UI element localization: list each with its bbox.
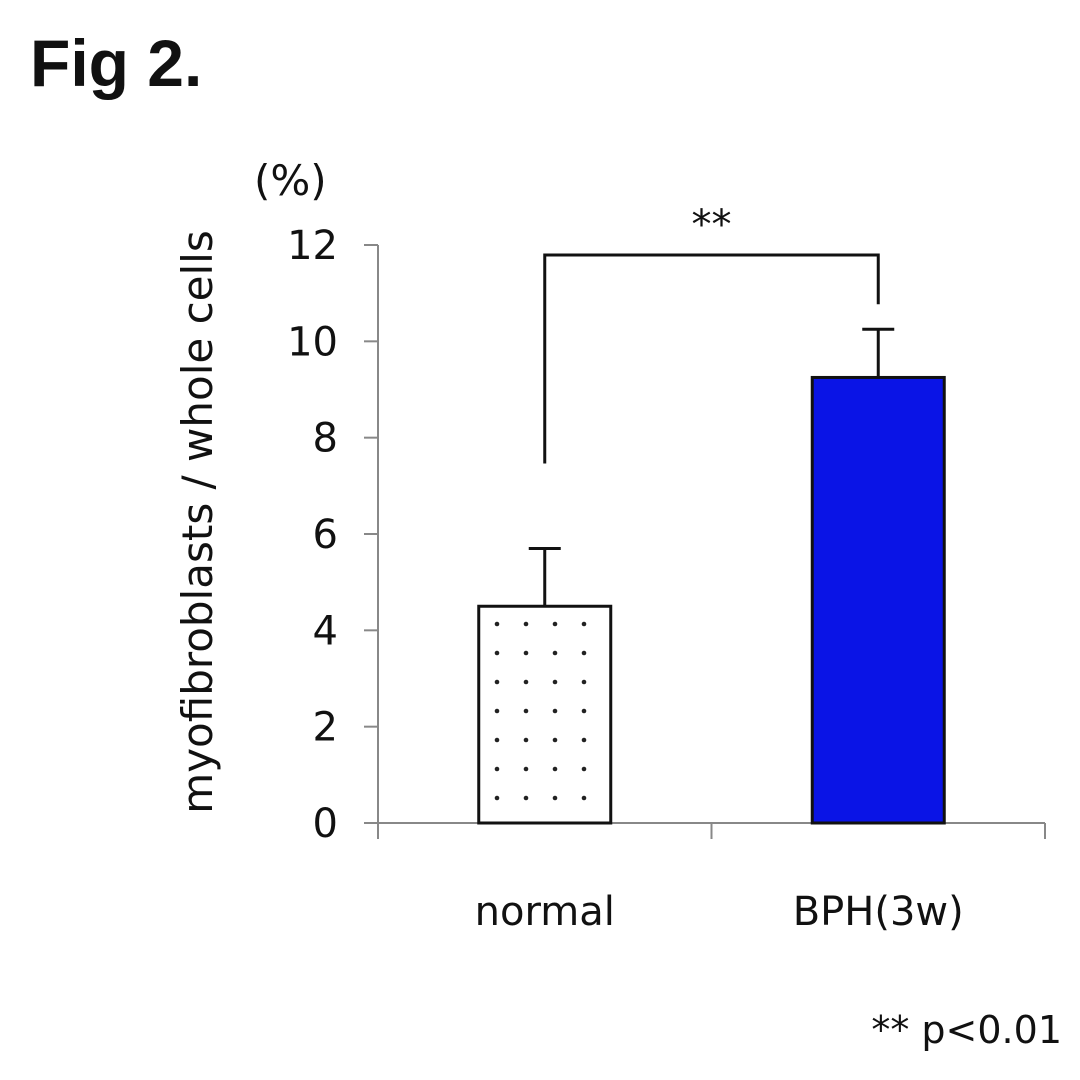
y-tick-label: 2 [313, 705, 338, 751]
chart-axes: 0 2 4 6 8 10 12 normal BPH(3w) [287, 223, 1046, 935]
y-tick-label: 0 [313, 801, 338, 847]
p-value-footnote: ** p<0.01 [871, 1008, 1062, 1052]
chart-error-bars [528, 327, 895, 607]
significance-label: ** [692, 202, 732, 248]
chart-bars [477, 375, 946, 825]
figure-label: Fig 2. [30, 26, 202, 100]
significance-line [543, 253, 880, 464]
significance-bracket: ** [543, 202, 880, 464]
y-tick-label: 6 [313, 512, 338, 558]
y-axis-unit: (%) [254, 156, 327, 205]
bar-normal [477, 604, 613, 825]
bar-bph-3w [810, 375, 946, 825]
x-tick-label: normal [475, 889, 615, 935]
y-axis-title: myofibroblasts / whole cells [173, 230, 222, 813]
y-tick-label: 4 [313, 608, 338, 654]
x-tick-label: BPH(3w) [793, 889, 964, 935]
y-tick-label: 8 [313, 416, 338, 462]
y-tick-label: 12 [287, 223, 338, 269]
y-tick-label: 10 [287, 319, 338, 365]
